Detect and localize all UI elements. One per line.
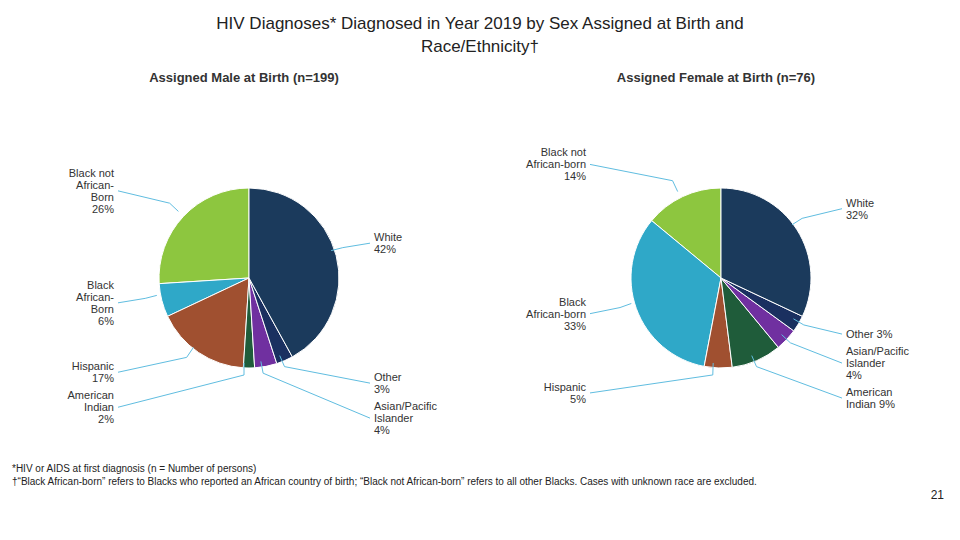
html-text:Assigned Male at Birth (n=199): Assigned Male at Birth (n=199) bbox=[149, 70, 339, 85]
svg-text:Other 3%: Other 3% bbox=[846, 328, 893, 340]
svg-text:Black notAfrican-Born26%: Black notAfrican-Born26% bbox=[69, 167, 115, 215]
svg-text:Hispanic17%: Hispanic17% bbox=[72, 360, 115, 384]
html-text:†“Black African-born” refers t: †“Black African-born” refers to Blacks w… bbox=[12, 476, 757, 487]
svg-text:Asian/PacificIslander4%: Asian/PacificIslander4% bbox=[846, 345, 909, 381]
html-text:21: 21 bbox=[930, 488, 944, 502]
svg-text:Black notAfrican-born14%: Black notAfrican-born14% bbox=[526, 146, 586, 182]
html-text:*HIV or AIDS at first diagnosi: *HIV or AIDS at first diagnosis (n = Num… bbox=[12, 463, 257, 474]
svg-text:AmericanIndian 9%: AmericanIndian 9% bbox=[846, 386, 895, 410]
svg-text:Asian/PacificIslander4%: Asian/PacificIslander4% bbox=[374, 400, 437, 436]
svg-text:Other3%: Other3% bbox=[374, 371, 402, 395]
html-text:Assigned Female at Birth (n=76: Assigned Female at Birth (n=76) bbox=[616, 70, 816, 85]
svg-text:BlackAfrican-born33%: BlackAfrican-born33% bbox=[526, 296, 586, 332]
svg-text:BlackAfrican-Born6%: BlackAfrican-Born6% bbox=[76, 279, 114, 327]
svg-text:AmericanIndian2%: AmericanIndian2% bbox=[68, 389, 115, 425]
svg-text:White42%: White42% bbox=[374, 231, 402, 255]
svg-text:White32%: White32% bbox=[846, 197, 874, 221]
svg-text:Hispanic5%: Hispanic5% bbox=[544, 381, 587, 405]
html-text:HIV Diagnoses* Diagnosed in Ye: HIV Diagnoses* Diagnosed in Year 2019 by… bbox=[216, 14, 744, 56]
